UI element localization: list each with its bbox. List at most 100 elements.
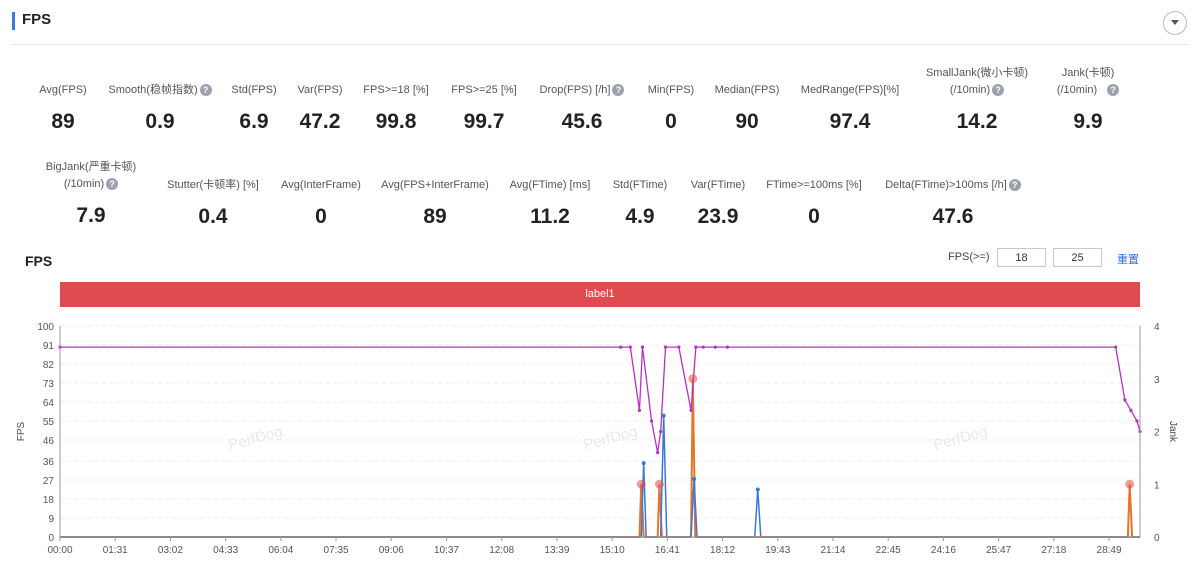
y-tick-label: 46	[43, 436, 55, 447]
section-header: FPS	[0, 0, 1200, 44]
fps-point	[677, 345, 681, 349]
metric-drop-fps: Drop(FPS) [/h]? 45.6	[533, 80, 631, 134]
fps-point	[656, 451, 660, 455]
metric-value: 89	[51, 110, 75, 133]
fps-point	[689, 408, 693, 412]
metric-label: Smooth(稳帧指数)	[108, 84, 198, 96]
header-accent-bar	[12, 12, 15, 30]
metric-value: 14.2	[956, 110, 998, 133]
metric-stutter: Stutter(卡顿率) [%] 0.4	[158, 175, 268, 229]
x-tick-label: 09:06	[379, 545, 404, 556]
metric-label: Drop(FPS) [/h]	[539, 84, 611, 96]
y-tick-label: 55	[43, 417, 55, 428]
help-icon[interactable]: ?	[992, 84, 1005, 96]
y2-tick-label: 2	[1154, 428, 1160, 439]
metric-avg-fps: Avg(FPS) 89	[33, 80, 93, 134]
label-band[interactable]: label1	[60, 282, 1140, 307]
reset-link[interactable]: 重置	[1117, 254, 1139, 266]
metric-label-unit: (/10min)	[949, 84, 991, 96]
metric-ftime-ge-100ms: FTime>=100ms [%] 0	[761, 175, 867, 229]
metric-label: FPS>=18 [%]	[363, 84, 429, 96]
y-tick-label: 82	[43, 360, 55, 371]
metric-label: Delta(FTime)>100ms [/h]	[885, 179, 1007, 191]
fps-point	[619, 345, 623, 349]
series-bigjank-line	[60, 378, 1140, 538]
collapse-button[interactable]	[1163, 11, 1187, 35]
fps-threshold-input-2[interactable]	[1053, 248, 1102, 267]
y2-tick-label: 3	[1154, 375, 1160, 386]
y-tick-label: 0	[48, 533, 54, 544]
metric-value: 0	[315, 205, 327, 228]
x-tick-label: 07:35	[324, 545, 349, 556]
x-tick-label: 19:43	[765, 545, 790, 556]
y-tick-label: 91	[43, 341, 55, 352]
metric-jank: Jank(卡顿) (/10min)? 9.9	[1048, 66, 1128, 134]
fps-chart: PerfDog PerfDog PerfDog PerfDog 0 9 18 27 36 46 5…	[16, 315, 1178, 556]
jank-point	[692, 476, 697, 481]
x-tick-label: 18:12	[710, 545, 735, 556]
bigjank-marker	[1125, 479, 1135, 489]
watermark-text: PerfDog	[582, 423, 640, 454]
x-tick-label: 00:00	[47, 545, 72, 556]
fps-point	[659, 429, 663, 434]
fps-point	[649, 419, 654, 423]
fps-point	[1135, 419, 1139, 423]
x-tick-label: 04:33	[213, 545, 238, 556]
help-icon[interactable]: ?	[612, 84, 625, 96]
metric-label: BigJank(严重卡顿)	[45, 161, 137, 173]
x-tick-label: 03:02	[158, 545, 183, 556]
chart-grid	[60, 325, 1140, 538]
y-tick-label: 100	[37, 322, 54, 333]
metric-value: 4.9	[625, 205, 655, 228]
metric-avg-ftime: Avg(FTime) [ms] 11.2	[502, 175, 598, 229]
help-icon[interactable]: ?	[1008, 179, 1021, 191]
metric-min-fps: Min(FPS) 0	[641, 80, 701, 134]
watermarks: PerfDog PerfDog PerfDog PerfDog	[227, 315, 990, 454]
metric-label: Avg(InterFrame)	[281, 179, 361, 191]
help-icon[interactable]: ?	[106, 178, 119, 190]
metric-label: SmallJank(微小卡顿)	[925, 67, 1029, 79]
x-tick-label: 12:08	[489, 545, 514, 556]
x-tick-label: 24:16	[931, 545, 956, 556]
metric-median-fps: Median(FPS) 90	[708, 80, 786, 134]
metric-label: Var(FPS)	[297, 84, 343, 96]
fps-threshold-input-1[interactable]	[997, 248, 1046, 267]
fps-point	[628, 345, 632, 349]
metric-value: 0.4	[198, 205, 228, 228]
metric-std-ftime: Std(FTime) 4.9	[606, 175, 674, 229]
fps-point	[663, 345, 668, 349]
section-title: FPS	[22, 11, 52, 28]
help-icon[interactable]: ?	[199, 84, 212, 96]
x-tick-label: 10:37	[434, 545, 459, 556]
metric-label: Median(FPS)	[714, 84, 780, 96]
metric-value: 90	[735, 110, 759, 133]
metric-value: 89	[423, 205, 447, 228]
bigjank-marker	[654, 479, 664, 489]
metric-smooth: Smooth(稳帧指数)? 0.9	[105, 80, 215, 134]
metric-value: 99.7	[463, 110, 505, 133]
metric-var-fps: Var(FPS) 47.2	[290, 80, 350, 134]
metric-std-fps: Std(FPS) 6.9	[224, 80, 284, 134]
metric-value: 6.9	[239, 110, 269, 133]
watermark-text: PerfDog	[227, 315, 285, 319]
metric-label-unit: (/10min)	[63, 178, 105, 190]
help-icon[interactable]: ?	[1107, 84, 1120, 96]
fps-point	[1129, 408, 1133, 412]
y-tick-label: 9	[48, 514, 54, 525]
x-tick-label: 25:47	[986, 545, 1011, 556]
x-tick-label: 06:04	[268, 545, 293, 556]
metric-fps-ge-18: FPS>=18 [%] 99.8	[358, 80, 434, 134]
x-tick-label: 27:18	[1041, 545, 1066, 556]
x-tick-label: 28:49	[1097, 545, 1122, 556]
y-tick-label: 64	[43, 398, 55, 409]
metric-label: Avg(FPS+InterFrame)	[381, 179, 489, 191]
chevron-down-icon	[1171, 20, 1179, 25]
metric-label: Jank(卡顿)	[1061, 67, 1115, 79]
metric-delta-ftime: Delta(FTime)>100ms [/h]? 47.6	[880, 175, 1026, 229]
y-tick-label: 27	[43, 476, 55, 487]
x-tick-label: 01:31	[103, 545, 128, 556]
y2-tick-label: 4	[1154, 322, 1160, 333]
metric-bigjank: BigJank(严重卡顿) (/10min)? 7.9	[35, 160, 147, 228]
metric-label: Avg(FTime) [ms]	[509, 179, 591, 191]
fps-point	[1123, 398, 1127, 402]
